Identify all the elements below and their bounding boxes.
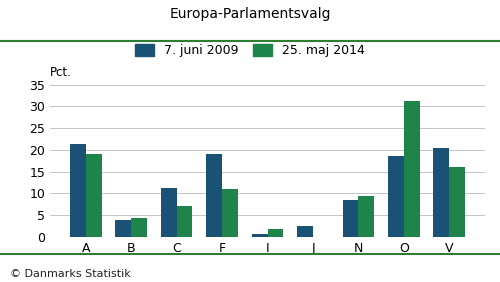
Bar: [434, 148, 450, 237]
Bar: [450, 167, 465, 237]
Bar: [342, 200, 358, 237]
Bar: [358, 196, 374, 237]
Bar: [404, 101, 420, 237]
Bar: [86, 154, 102, 237]
Bar: [252, 234, 268, 237]
Bar: [160, 188, 176, 237]
Legend: 7. juni 2009, 25. maj 2014: 7. juni 2009, 25. maj 2014: [130, 39, 370, 62]
Bar: [131, 218, 147, 237]
Bar: [297, 226, 313, 237]
Bar: [268, 229, 283, 237]
Text: Pct.: Pct.: [50, 66, 72, 79]
Bar: [206, 154, 222, 237]
Text: © Danmarks Statistik: © Danmarks Statistik: [10, 269, 131, 279]
Bar: [388, 157, 404, 237]
Bar: [115, 220, 131, 237]
Bar: [70, 144, 86, 237]
Bar: [222, 190, 238, 237]
Text: Europa-Parlamentsvalg: Europa-Parlamentsvalg: [169, 7, 331, 21]
Bar: [176, 206, 192, 237]
